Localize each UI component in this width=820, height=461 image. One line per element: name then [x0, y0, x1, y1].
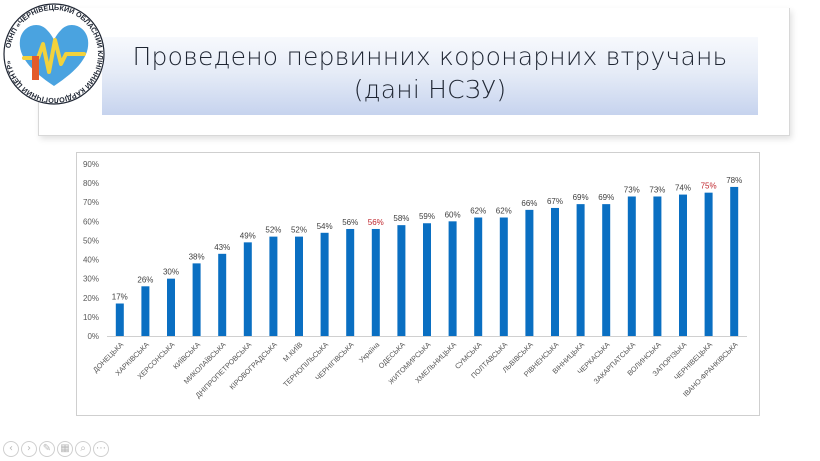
bar	[627, 196, 636, 336]
slide-title-line-2: (дані НСЗУ)	[353, 75, 507, 104]
bar	[167, 278, 175, 336]
bar-value-label: 26%	[137, 275, 153, 284]
y-tick-label: 70%	[83, 198, 99, 207]
bar-value-label: 69%	[573, 193, 589, 202]
slides-icon[interactable]: ▦	[57, 441, 73, 457]
slide-title-line-1: Проведено первинних коронарних втручань	[132, 42, 728, 71]
bar	[371, 228, 380, 336]
bar	[192, 263, 201, 336]
bar-value-label: 58%	[393, 214, 409, 223]
bar-value-label: 30%	[163, 268, 179, 277]
prev-icon[interactable]: ‹	[3, 441, 19, 457]
bar	[474, 217, 483, 336]
bar-value-label: 59%	[419, 212, 435, 221]
bar	[704, 192, 713, 336]
x-tick-label: КІРОВОГРАДСЬКА	[228, 340, 279, 391]
bar	[551, 207, 559, 336]
bar	[653, 196, 662, 336]
bar-value-label: 49%	[240, 231, 256, 240]
bar	[295, 236, 303, 336]
bar-chart: 0% 10% 20% 30% 40% 50% 60% 70% 80% 90% 17% 26% 30% 3…	[83, 160, 747, 400]
logo-accent-bar	[32, 56, 39, 80]
slide-title: Проведено первинних коронарних втручань …	[102, 40, 758, 106]
bar-value-label: 74%	[675, 184, 691, 193]
y-tick-label: 30%	[83, 275, 99, 284]
y-tick-label: 60%	[83, 217, 99, 226]
bar-value-label: 60%	[445, 210, 461, 219]
pen-icon[interactable]: ✎	[39, 441, 55, 457]
pulse-icon	[22, 38, 86, 74]
bar-value-label: 75%	[701, 182, 717, 191]
y-tick-label: 80%	[83, 179, 99, 188]
chart-container: 0% 10% 20% 30% 40% 50% 60% 70% 80% 90% 17% 26% 30% 3…	[76, 152, 760, 416]
value-labels: 17% 26% 30% 38% 43% 49% 52% 52% 54% 56% 56% 58% 59% 6…	[112, 176, 742, 302]
bar	[218, 253, 227, 336]
bar	[576, 204, 585, 336]
bars	[115, 186, 739, 336]
bar	[346, 228, 355, 336]
bar-value-label: 54%	[317, 222, 333, 231]
y-tick-label: 0%	[87, 332, 99, 341]
bar	[243, 242, 252, 336]
bar	[602, 204, 611, 336]
bar	[397, 225, 406, 336]
next-icon[interactable]: ›	[21, 441, 37, 457]
bar-value-label: 73%	[649, 185, 665, 194]
bar-value-label: 43%	[214, 243, 230, 252]
y-axis: 0% 10% 20% 30% 40% 50% 60% 70% 80% 90%	[83, 160, 747, 341]
y-tick-label: 50%	[83, 236, 99, 245]
x-tick-label: ТЕРНОПІЛЬСЬКА	[281, 340, 330, 389]
bar-value-label: 62%	[496, 207, 512, 216]
bar-value-label: 69%	[598, 193, 614, 202]
x-axis-labels: ДОНЕЦЬКАХАРКІВСЬКАХЕРСОНСЬКАКИЇВСЬКАМИКО…	[91, 340, 740, 400]
title-band	[102, 37, 758, 115]
bar-value-label: 52%	[291, 226, 307, 235]
bar	[448, 221, 457, 336]
zoom-icon[interactable]: ⌕	[75, 441, 91, 457]
y-tick-label: 90%	[83, 160, 99, 169]
bar-value-label: 52%	[265, 226, 281, 235]
bar	[423, 223, 431, 336]
bar-value-label: 62%	[470, 207, 486, 216]
y-tick-label: 40%	[83, 256, 99, 265]
y-tick-label: 10%	[83, 313, 99, 322]
bar	[499, 217, 508, 336]
bar	[115, 303, 124, 336]
bar	[679, 194, 687, 336]
slideshow-toolbar: ‹ › ✎ ▦ ⌕ ⋯	[3, 441, 109, 459]
bar	[525, 209, 534, 336]
bar-value-label: 56%	[342, 218, 358, 227]
bar-value-label: 67%	[547, 197, 563, 206]
bar-value-label: 56%	[368, 218, 384, 227]
bar	[730, 186, 739, 336]
bar-value-label: 38%	[189, 252, 205, 261]
bar	[269, 236, 278, 336]
x-tick-label: Україна	[357, 340, 381, 364]
bar	[320, 232, 329, 336]
x-tick-label: М.КИЇВ	[281, 340, 305, 364]
bar-value-label: 73%	[624, 185, 640, 194]
y-tick-label: 20%	[83, 294, 99, 303]
bar-value-label: 78%	[726, 176, 742, 185]
cardiology-center-logo: ОКНП «ЧЕРНІВЕЦЬКИЙ ОБЛАСНИЙ КЛІНІЧНИЙ КА…	[3, 3, 105, 105]
bar	[141, 286, 150, 336]
bar-value-label: 17%	[112, 293, 128, 302]
more-icon[interactable]: ⋯	[93, 441, 109, 457]
bar-value-label: 66%	[521, 199, 537, 208]
